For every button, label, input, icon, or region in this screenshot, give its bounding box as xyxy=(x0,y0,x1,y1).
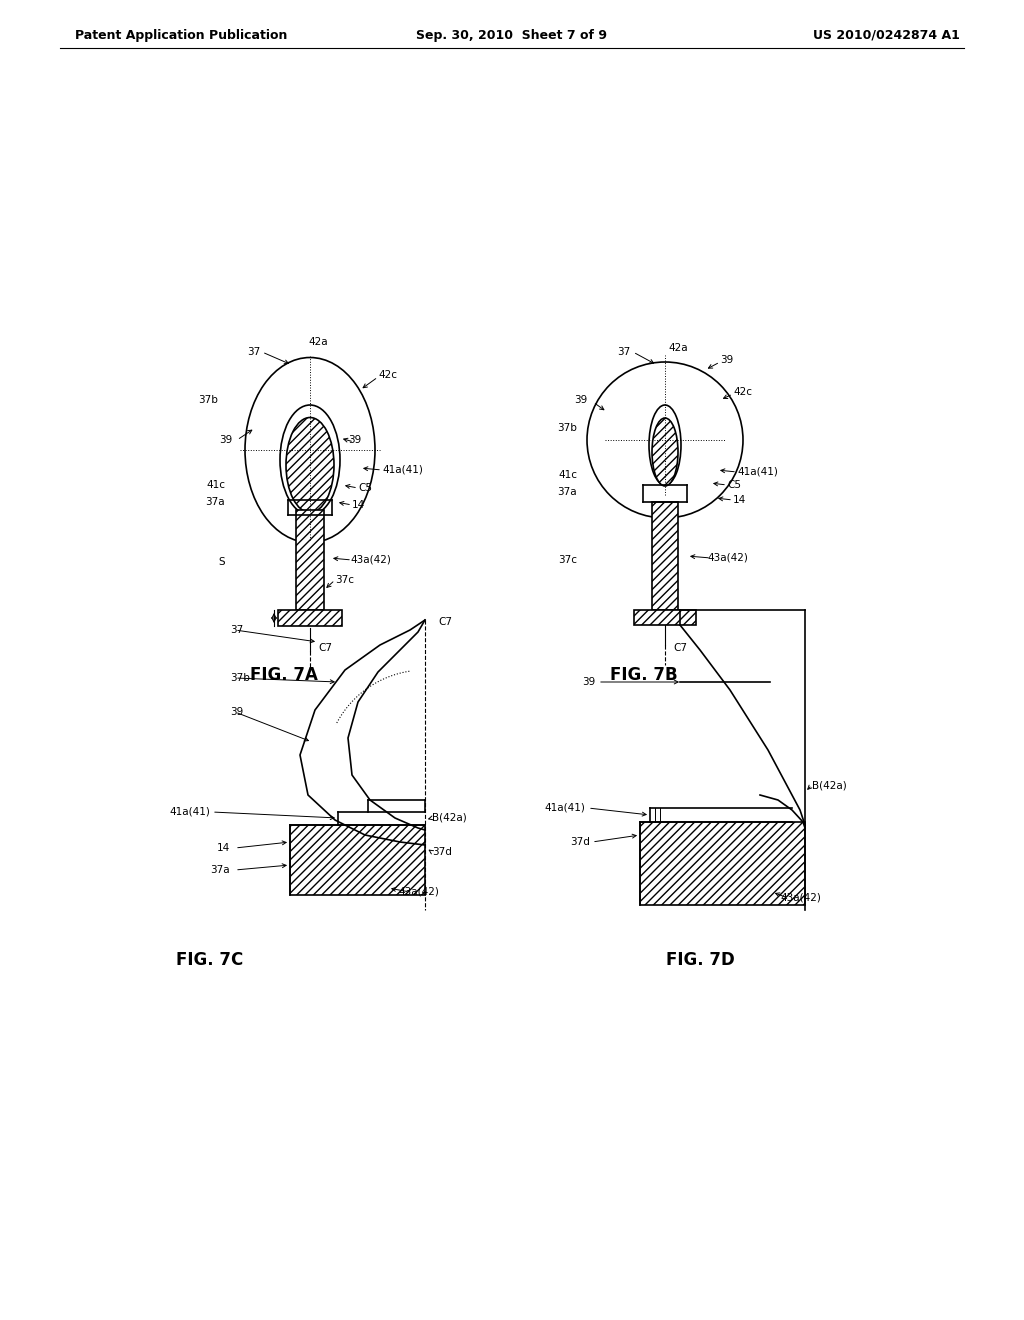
Text: 37: 37 xyxy=(247,347,260,356)
Text: C5: C5 xyxy=(727,480,741,490)
Text: 37a: 37a xyxy=(210,865,230,875)
Text: 37: 37 xyxy=(616,347,630,356)
Text: 39: 39 xyxy=(573,395,587,405)
Text: 43a(42): 43a(42) xyxy=(780,894,821,903)
Polygon shape xyxy=(652,502,678,610)
Text: 42a: 42a xyxy=(668,343,688,352)
Text: C7: C7 xyxy=(673,643,687,653)
Text: 37d: 37d xyxy=(432,847,452,857)
Text: 37a: 37a xyxy=(206,498,225,507)
Polygon shape xyxy=(296,510,324,610)
Text: 37a: 37a xyxy=(557,487,577,498)
Text: 43a(42): 43a(42) xyxy=(707,553,748,564)
Text: US 2010/0242874 A1: US 2010/0242874 A1 xyxy=(813,29,961,41)
Text: 37b: 37b xyxy=(198,395,218,405)
Text: 39: 39 xyxy=(230,708,244,717)
Text: 39: 39 xyxy=(348,436,361,445)
Text: 39: 39 xyxy=(582,677,595,686)
Text: 14: 14 xyxy=(217,843,230,853)
Text: C5: C5 xyxy=(358,483,372,492)
Text: 39: 39 xyxy=(219,436,232,445)
Text: C7: C7 xyxy=(438,616,452,627)
Text: 37: 37 xyxy=(230,624,244,635)
Text: B(42a): B(42a) xyxy=(812,780,847,789)
Text: Sep. 30, 2010  Sheet 7 of 9: Sep. 30, 2010 Sheet 7 of 9 xyxy=(417,29,607,41)
Text: 39: 39 xyxy=(720,355,733,366)
Text: 37b: 37b xyxy=(557,422,577,433)
Text: 42a: 42a xyxy=(308,337,328,347)
Text: 14: 14 xyxy=(352,500,366,510)
Polygon shape xyxy=(640,822,805,906)
Text: FIG. 7C: FIG. 7C xyxy=(176,950,244,969)
Text: 41a(41): 41a(41) xyxy=(544,803,585,813)
Text: 43a(42): 43a(42) xyxy=(350,554,391,565)
Text: 43a(42): 43a(42) xyxy=(398,887,439,898)
Text: Patent Application Publication: Patent Application Publication xyxy=(75,29,288,41)
Text: FIG. 7B: FIG. 7B xyxy=(610,667,678,684)
Text: 41a(41): 41a(41) xyxy=(169,807,210,817)
Text: S: S xyxy=(218,557,225,568)
Text: C7: C7 xyxy=(318,643,332,653)
Text: 42c: 42c xyxy=(378,370,397,380)
Text: 41a(41): 41a(41) xyxy=(382,465,423,475)
Text: 37c: 37c xyxy=(558,554,577,565)
Text: FIG. 7D: FIG. 7D xyxy=(666,950,734,969)
Text: 14: 14 xyxy=(733,495,746,506)
Text: 41c: 41c xyxy=(206,480,225,490)
Polygon shape xyxy=(634,610,696,624)
Text: 42c: 42c xyxy=(733,387,752,397)
Polygon shape xyxy=(278,610,342,626)
Text: 37b: 37b xyxy=(230,673,250,682)
Ellipse shape xyxy=(286,417,334,512)
Text: 37d: 37d xyxy=(570,837,590,847)
Text: 37c: 37c xyxy=(335,576,354,585)
Text: FIG. 7A: FIG. 7A xyxy=(250,667,317,684)
Text: B(42a): B(42a) xyxy=(432,813,467,822)
Text: 41c: 41c xyxy=(558,470,577,480)
Text: 41a(41): 41a(41) xyxy=(737,467,778,477)
Polygon shape xyxy=(290,825,425,895)
Ellipse shape xyxy=(652,418,678,486)
